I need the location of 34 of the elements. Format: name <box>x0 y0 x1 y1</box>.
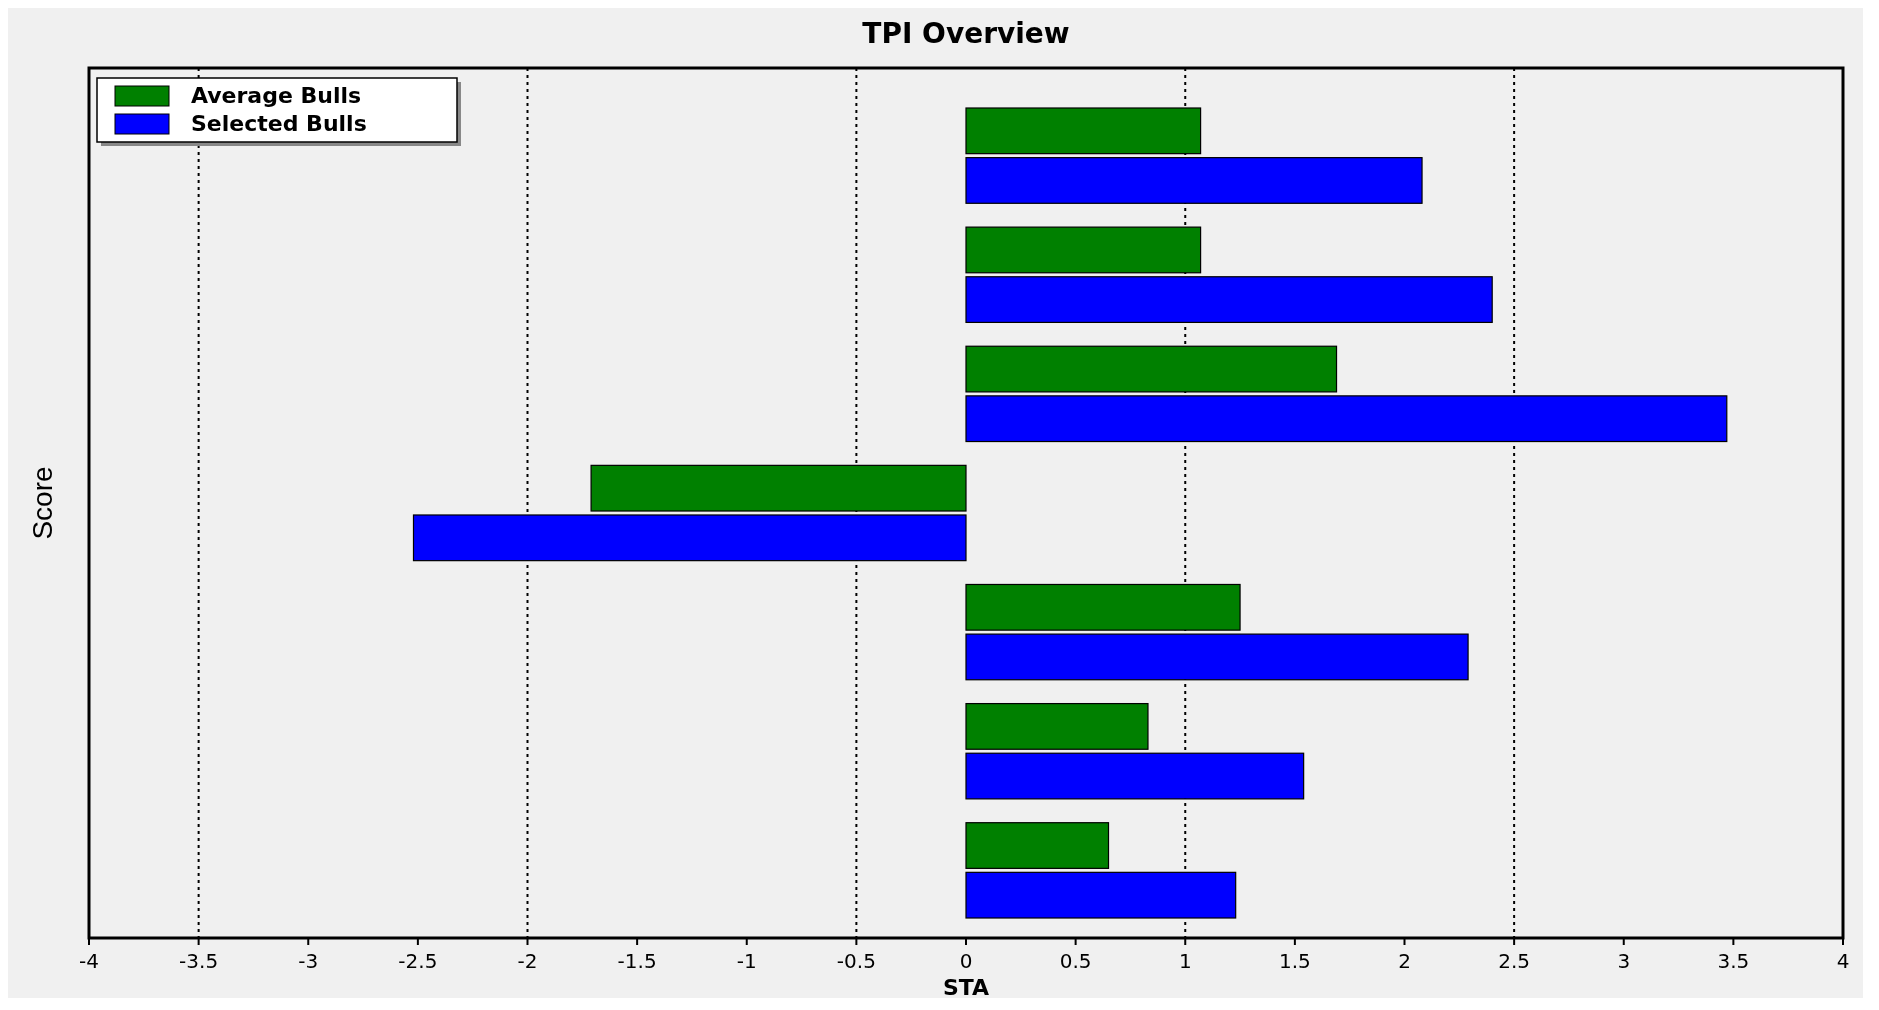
x-tick-label: 2.5 <box>1498 949 1531 973</box>
x-tick-label: -3 <box>298 949 319 973</box>
bar <box>412 514 967 562</box>
x-tick-label: 1.5 <box>1278 949 1311 973</box>
x-tick-label: -4 <box>79 949 99 973</box>
x-tick-label: -1.5 <box>617 949 657 973</box>
bar <box>590 464 967 512</box>
bar <box>965 822 1110 869</box>
bar <box>965 276 1493 324</box>
legend-label: Selected Bulls <box>191 111 367 136</box>
x-tick-label: -1 <box>736 949 757 973</box>
chart-title: TPI Overview <box>862 17 1070 50</box>
x-tick-label: 3 <box>1617 949 1631 973</box>
bar <box>965 633 1469 681</box>
bar <box>965 345 1338 393</box>
x-tick-label: 2 <box>1398 949 1411 973</box>
x-tick-label: 0.5 <box>1059 949 1092 973</box>
x-tick-label: 1 <box>1178 949 1192 973</box>
x-axis-title: STA <box>942 975 990 1000</box>
bar <box>965 395 1728 443</box>
x-tick-label: 0 <box>959 949 973 973</box>
x-tick-label: -2.5 <box>398 949 438 973</box>
bar <box>965 871 1237 919</box>
y-axis-title: Score <box>27 466 58 540</box>
x-tick-label: -3.5 <box>179 949 219 973</box>
bar <box>965 157 1423 204</box>
x-tick-label: -0.5 <box>836 949 876 973</box>
x-tick-label: -2 <box>517 949 538 973</box>
bar <box>965 752 1305 800</box>
bar <box>965 702 1149 750</box>
bar <box>965 583 1241 631</box>
x-tick-label: 4 <box>1836 949 1850 973</box>
x-tick-label: 3.5 <box>1717 949 1750 973</box>
legend-label: Average Bulls <box>191 83 362 108</box>
